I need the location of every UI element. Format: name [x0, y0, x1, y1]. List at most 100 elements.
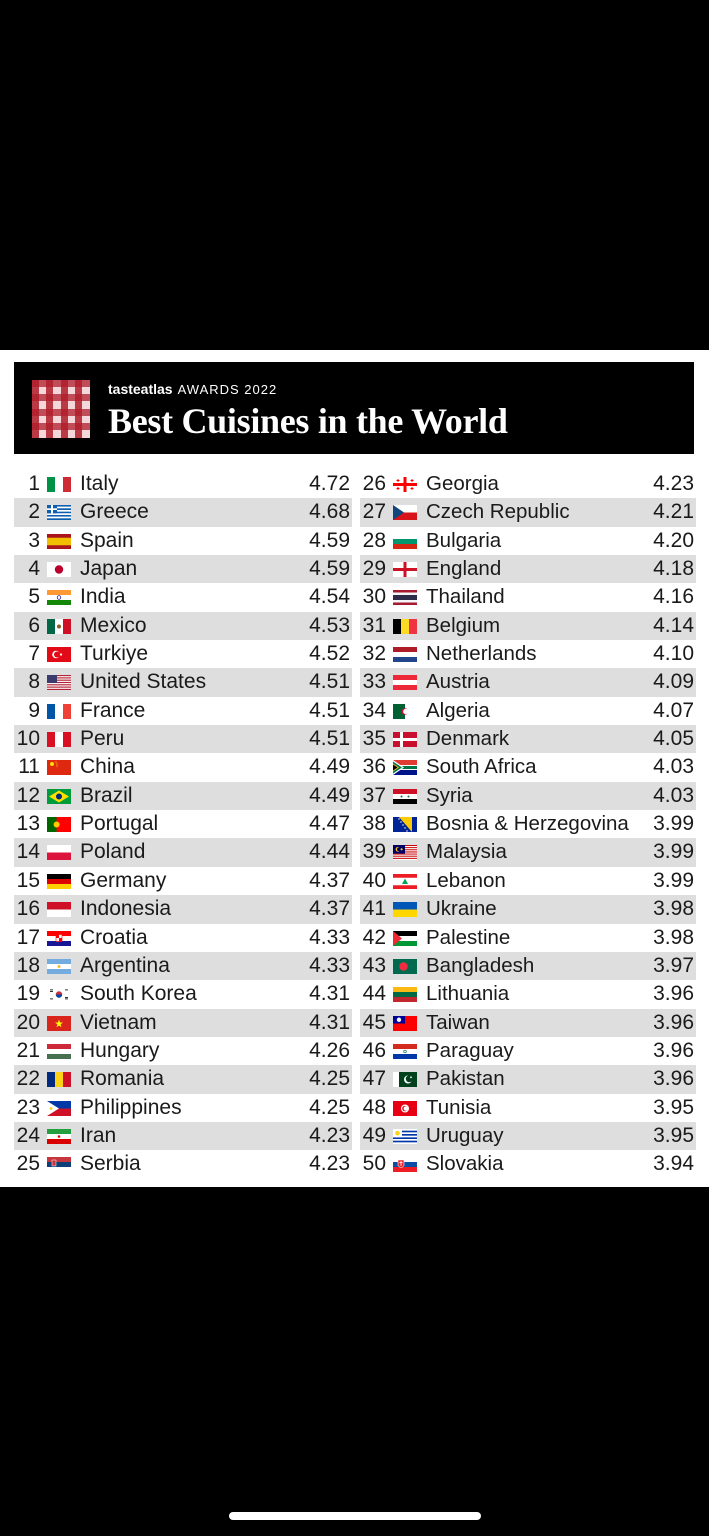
rating-score: 4.23	[309, 1123, 350, 1147]
rank-number: 39	[362, 840, 386, 864]
country-name: Thailand	[426, 585, 505, 609]
country-name: South Africa	[426, 755, 537, 779]
rank-number: 11	[18, 755, 40, 779]
ranking-row-hungary: 21 Hungary 4.26	[14, 1037, 352, 1065]
rating-score: 4.31	[309, 982, 350, 1006]
flag-lithuania-icon	[393, 987, 417, 1003]
ranking-row-italy: 1 Italy 4.72	[14, 470, 352, 498]
ranking-row-austria: 33 Austria 4.09	[360, 668, 696, 697]
rating-score: 3.99	[653, 840, 694, 864]
flag-portugal-icon	[47, 817, 71, 833]
ranking-row-palestine: 42 Palestine 3.98	[360, 924, 696, 952]
rank-number: 29	[362, 557, 386, 581]
country-name: South Korea	[80, 982, 197, 1006]
flag-serbia-icon	[47, 1157, 71, 1173]
ranking-row-england: 29 England 4.18	[360, 555, 696, 584]
ranking-row-south-korea: 19 South Korea 4.31	[14, 980, 352, 1008]
ranking-row-philippines: 23 Philippines 4.25	[14, 1094, 352, 1122]
rating-score: 4.03	[653, 783, 694, 807]
rating-score: 4.20	[653, 528, 694, 552]
rating-score: 4.21	[653, 500, 694, 524]
flag-algeria-icon	[393, 703, 417, 719]
rank-number: 50	[362, 1152, 386, 1176]
ranking-row-peru: 10 Peru 4.51	[14, 725, 352, 754]
ranking-row-china: 11 China 4.49	[14, 753, 352, 781]
country-name: Georgia	[426, 472, 499, 495]
rank-number: 42	[362, 925, 386, 949]
awards-label: AWARDS 2022	[177, 382, 278, 397]
rank-number: 49	[362, 1123, 386, 1147]
rating-score: 4.18	[653, 557, 694, 581]
rating-score: 4.59	[309, 557, 350, 581]
ranking-row-poland: 14 Poland 4.44	[14, 838, 352, 867]
ranking-column-left: 1 Italy 4.72 2 Greece 4.68 3 Spain 4.59 4 Japan 4.5…	[14, 470, 352, 1179]
rank-number: 38	[362, 812, 386, 836]
ranking-row-turkiye: 7 Turkiye 4.52	[14, 640, 352, 668]
ranking-row-slovakia: 50 Slovakia 3.94	[360, 1150, 696, 1178]
rating-score: 3.94	[653, 1152, 694, 1176]
rating-score: 4.51	[309, 727, 350, 751]
flag-vietnam-icon	[47, 1015, 71, 1031]
rank-number: 27	[362, 500, 386, 524]
rating-score: 4.23	[309, 1152, 350, 1176]
flag-philippines-icon	[47, 1100, 71, 1116]
ranking-row-syria: 37 Syria 4.03	[360, 781, 696, 811]
rating-score: 3.96	[653, 982, 694, 1006]
country-name: India	[80, 585, 126, 609]
rank-number: 12	[16, 783, 40, 807]
rank-number: 26	[362, 472, 386, 495]
rank-number: 25	[16, 1152, 40, 1176]
rating-score: 4.10	[653, 642, 694, 666]
flag-india-icon	[47, 590, 71, 606]
flag-brazil-icon	[47, 788, 71, 804]
rank-number: 40	[362, 868, 386, 892]
home-indicator[interactable]	[229, 1512, 481, 1520]
ranking-row-georgia: 26 Georgia 4.23	[360, 470, 696, 498]
country-name: Romania	[80, 1067, 165, 1091]
ranking-row-uruguay: 49 Uruguay 3.95	[360, 1121, 696, 1151]
rank-number: 7	[28, 642, 40, 666]
flag-malaysia-icon	[393, 845, 417, 861]
ranking-row-taiwan: 45 Taiwan 3.96	[360, 1008, 696, 1037]
flag-denmark-icon	[393, 732, 417, 748]
country-name: Czech Republic	[426, 500, 570, 524]
flag-thailand-icon	[393, 590, 417, 606]
rating-score: 3.95	[653, 1095, 694, 1119]
country-name: Spain	[80, 528, 134, 552]
rank-number: 18	[16, 953, 40, 977]
ranking-row-spain: 3 Spain 4.59	[14, 527, 352, 555]
flag-united-states-icon	[47, 675, 71, 691]
ranking-row-france: 9 France 4.51	[14, 697, 352, 725]
rating-score: 3.96	[653, 1010, 694, 1034]
flag-spain-icon	[47, 533, 71, 549]
country-name: Bulgaria	[426, 528, 502, 552]
tasteatlas-logo	[32, 380, 90, 438]
rank-number: 2	[28, 500, 40, 524]
rating-score: 3.95	[653, 1123, 694, 1147]
rating-score: 4.26	[309, 1038, 350, 1062]
rating-score: 4.33	[309, 953, 350, 977]
country-name: England	[426, 557, 502, 581]
country-name: Lebanon	[426, 868, 506, 892]
rating-score: 4.05	[653, 727, 694, 751]
rating-score: 4.51	[309, 698, 350, 722]
rating-score: 3.99	[653, 812, 694, 836]
ranking-row-belgium: 31 Belgium 4.14	[360, 611, 696, 641]
ranking-row-pakistan: 47 Pakistan 3.96	[360, 1065, 696, 1094]
flag-poland-icon	[47, 845, 71, 861]
country-name: Iran	[80, 1123, 117, 1147]
ranking-row-lithuania: 44 Lithuania 3.96	[360, 980, 696, 1008]
ranking-column-right: 26 Georgia 4.23 27 Czech Republic 4.21 28 Bulga…	[360, 470, 696, 1179]
rank-number: 46	[362, 1038, 386, 1062]
country-name: Paraguay	[426, 1038, 514, 1062]
flag-japan-icon	[47, 562, 71, 578]
rating-score: 3.96	[653, 1067, 694, 1091]
country-name: Indonesia	[80, 897, 172, 921]
page-title: Best Cuisines in the World	[108, 401, 508, 441]
rank-number: 47	[362, 1067, 386, 1091]
ranking-row-serbia: 25 Serbia 4.23	[14, 1150, 352, 1178]
flag-slovakia-icon	[393, 1157, 417, 1173]
country-name: Mexico	[80, 613, 147, 637]
ranking-row-tunisia: 48 Tunisia 3.95	[360, 1094, 696, 1122]
rank-number: 32	[362, 642, 386, 666]
